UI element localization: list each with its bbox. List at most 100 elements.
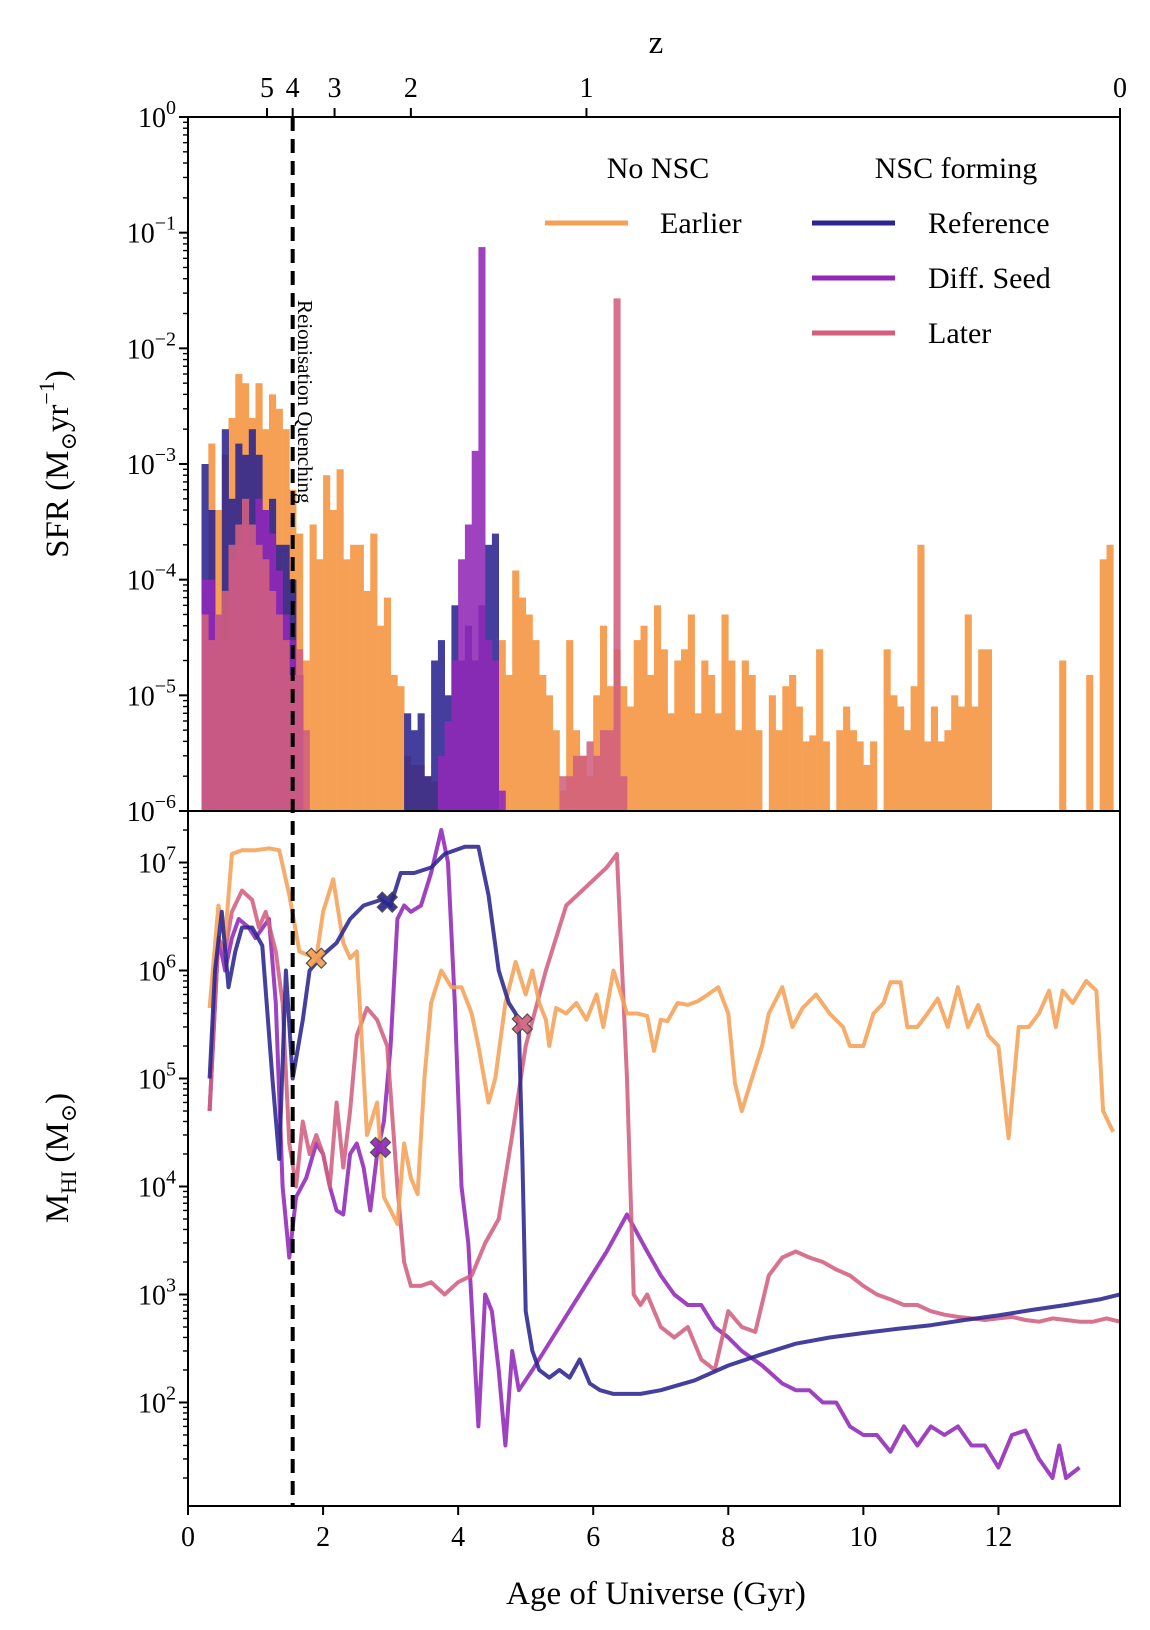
sfr-bar <box>687 614 695 811</box>
xtick-label: 4 <box>451 1522 465 1553</box>
hi-line-earlier <box>207 846 1116 1226</box>
sfr-bar <box>275 614 283 811</box>
sfr-bar <box>978 649 986 811</box>
sfr-bar <box>633 640 641 811</box>
sfr-ytick-label: 100 <box>138 97 176 134</box>
bottom-panel-frame <box>187 810 1121 1507</box>
sfr-bar <box>316 559 324 811</box>
sfr-histogram <box>201 247 1114 811</box>
sfr-bar <box>795 706 803 811</box>
sfr-bar <box>356 544 364 811</box>
sfr-bar <box>397 686 405 811</box>
sfr-bar <box>350 544 358 811</box>
sfr-ytick-label: 10−1 <box>127 213 176 250</box>
sfr-bar <box>768 695 776 811</box>
hi-markers <box>305 891 534 1159</box>
sfr-bar <box>336 469 344 811</box>
sfr-series-later <box>201 298 628 811</box>
sfr-bar <box>910 686 918 811</box>
xtick-label: 10 <box>849 1522 877 1553</box>
sfr-bar <box>505 675 513 811</box>
sfr-bar <box>390 675 398 811</box>
sfr-bar <box>491 660 499 811</box>
sfr-bar <box>296 649 304 811</box>
sfr-bar <box>606 730 614 811</box>
sfr-bar <box>579 755 587 811</box>
sfr-bar <box>951 695 959 811</box>
sfr-bar <box>208 640 216 811</box>
hi-mass-lines <box>207 828 1120 1480</box>
xtick-label: 6 <box>586 1522 600 1553</box>
sfr-ylabel-main: SFR (M <box>40 451 76 558</box>
sfr-bar <box>248 524 256 811</box>
sfr-bar <box>728 660 736 811</box>
sfr-bar <box>620 686 628 811</box>
sfr-bar <box>593 695 601 811</box>
hi-ytick-label: 102 <box>138 1382 176 1419</box>
sfr-bar <box>410 730 418 811</box>
sfr-bar <box>856 741 864 811</box>
sfr-bar <box>897 706 905 811</box>
sfr-bar <box>323 475 331 811</box>
sfr-bar <box>404 713 412 811</box>
sfr-bar <box>363 590 371 811</box>
sfr-bar <box>903 730 911 811</box>
x-marker-reference <box>376 891 399 913</box>
sfr-bar <box>620 776 628 811</box>
ztick-label: 4 <box>286 73 300 104</box>
sfr-bar <box>417 713 425 811</box>
sfr-bar <box>215 614 223 811</box>
sfr-bar <box>930 706 938 811</box>
sfr-ylabel-unit: yr <box>40 405 76 433</box>
sfr-bar <box>944 730 952 811</box>
sfr-bar <box>329 510 337 811</box>
sfr-bar <box>559 776 567 811</box>
sfr-ylabel-sup: −1 <box>34 381 59 404</box>
axes: 10010−110−210−310−410−510−61071061051041… <box>127 73 1127 1553</box>
ztick-label: 3 <box>328 73 342 104</box>
hi-ylabel-unit: (M <box>40 1122 76 1162</box>
sfr-bar <box>654 605 662 811</box>
sfr-bar <box>471 450 479 811</box>
sfr-bar <box>458 559 466 811</box>
legend-col2-title: NSC forming <box>875 152 1038 185</box>
sfr-bar <box>573 755 581 811</box>
sfr-bar <box>532 640 540 811</box>
sfr-bar <box>802 741 810 811</box>
sfr-bar <box>971 706 979 811</box>
sfr-bar <box>444 721 452 811</box>
sfr-ytick-label: 10−5 <box>127 675 176 712</box>
xtick-label: 0 <box>181 1522 195 1553</box>
sfr-bar <box>518 597 526 811</box>
sfr-bar <box>735 730 743 811</box>
hi-line-diff-seed <box>207 828 1081 1480</box>
sfr-ylabel-close: ) <box>40 370 76 381</box>
sfr-bar <box>843 706 851 811</box>
xtick-label: 8 <box>721 1522 735 1553</box>
sfr-bar <box>255 544 263 811</box>
sfr-bar <box>498 640 506 811</box>
sfr-bar <box>600 625 608 811</box>
sfr-bar <box>964 614 972 811</box>
sfr-bar <box>937 741 945 811</box>
x-marker-earlier <box>305 947 328 970</box>
sfr-bar <box>748 675 756 811</box>
sfr-bar <box>525 614 533 811</box>
sfr-ytick-label: 10−3 <box>127 444 176 481</box>
hi-ylabel-sub: HI <box>56 1171 81 1194</box>
sfr-bar <box>485 640 493 811</box>
x-axis-label: Age of Universe (Gyr) <box>506 1576 806 1612</box>
legend-label-diff-seed: Diff. Seed <box>928 262 1051 295</box>
sfr-bar <box>809 735 817 811</box>
sfr-bar <box>984 649 992 811</box>
ztick-label: 1 <box>579 73 593 104</box>
sfr-bar <box>600 730 608 811</box>
sfr-bar <box>478 247 486 811</box>
ztick-label: 2 <box>404 73 418 104</box>
sfr-bar <box>545 695 553 811</box>
hi-ytick-label: 106 <box>138 951 176 988</box>
sfr-bar <box>539 675 547 811</box>
sfr-bar <box>269 590 277 811</box>
sfr-bar <box>431 660 439 811</box>
